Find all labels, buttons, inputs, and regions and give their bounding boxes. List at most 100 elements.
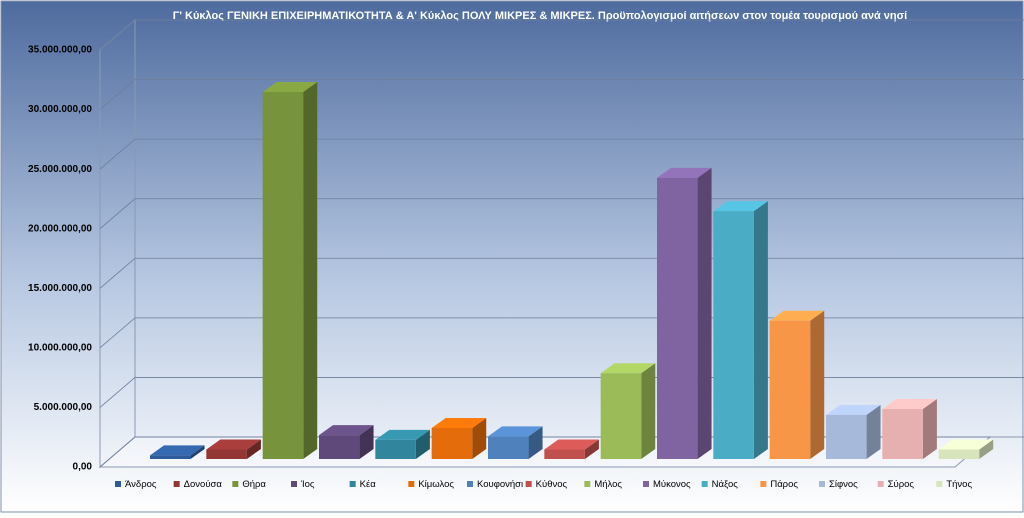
- grid-line: [99, 138, 1024, 170]
- bar-face: [528, 426, 543, 459]
- legend-swatch: [115, 481, 121, 487]
- bar-face: [826, 414, 867, 459]
- y-tick-label: 10.000.000,00: [28, 342, 92, 353]
- bar-face: [866, 404, 881, 459]
- y-tick-label: 5.000.000,00: [34, 402, 93, 413]
- legend-swatch: [349, 481, 356, 487]
- bar-face: [319, 435, 360, 459]
- legend-label: Κίμωλος: [418, 479, 454, 490]
- grid-line: [99, 198, 1024, 230]
- bar-face: [246, 439, 261, 459]
- legend-swatch: [408, 481, 415, 487]
- bar-face: [431, 418, 487, 429]
- bar-face: [206, 449, 247, 459]
- legend-label: Κέα: [360, 479, 377, 490]
- bar-face: [359, 425, 374, 459]
- bar-face: [713, 211, 754, 459]
- grid-line: [99, 19, 1024, 51]
- bar: [319, 425, 374, 459]
- bar: [713, 201, 768, 459]
- bar-face: [262, 82, 318, 93]
- bar: [938, 439, 994, 459]
- legend-swatch: [584, 481, 591, 487]
- bar-face: [415, 429, 430, 459]
- legend-swatch: [525, 481, 532, 487]
- bar-face: [713, 201, 768, 212]
- legend-label: Μήλος: [594, 479, 622, 490]
- bar: [431, 418, 487, 459]
- bar-face: [303, 82, 318, 459]
- legend-label: Θήρα: [242, 479, 266, 490]
- legend-label: Σύρος: [888, 479, 915, 490]
- legend-label: Άνδρος: [125, 479, 157, 490]
- bar-face: [544, 449, 585, 459]
- bar: [769, 310, 825, 459]
- bar-face: [810, 310, 825, 459]
- bar-face: [641, 363, 656, 459]
- bar-face: [584, 439, 599, 459]
- bar-face: [431, 428, 473, 459]
- y-tick-label: 25.000.000,00: [28, 164, 92, 175]
- bar-face: [697, 167, 712, 459]
- bar-face: [600, 373, 642, 459]
- legend-swatch: [291, 481, 297, 487]
- bar-face: [882, 408, 923, 459]
- y-tick-label: 35.000.000,00: [28, 45, 92, 56]
- legend-label: Κύθνος: [536, 479, 568, 490]
- bar-face: [882, 398, 937, 409]
- bar-face: [753, 201, 768, 459]
- y-tick-label: 15.000.000,00: [28, 283, 92, 294]
- bar: [600, 363, 656, 459]
- legend-swatch: [819, 481, 825, 487]
- legend-label: Τήνος: [946, 479, 972, 490]
- bar-face: [472, 418, 487, 459]
- chart-title: Γ' Κύκλος ΓΕΝΙΚΗ ΕΠΙΧΕΙΡΗΜΑΤΙΚΟΤΗΤΑ & Α'…: [173, 10, 907, 22]
- legend-swatch: [877, 481, 884, 487]
- bar: [544, 439, 599, 459]
- bar-face: [150, 445, 205, 456]
- bar-face: [544, 439, 599, 450]
- bar: [150, 445, 205, 459]
- legend-swatch: [467, 481, 473, 487]
- bar-face: [769, 310, 825, 321]
- bar-face: [769, 320, 811, 459]
- bar-face: [206, 439, 261, 450]
- legend-swatch: [701, 481, 708, 487]
- bar-face: [375, 439, 416, 459]
- bar: [882, 398, 937, 459]
- bar-face: [262, 92, 304, 459]
- bar: [375, 429, 430, 459]
- legend-swatch: [936, 481, 943, 487]
- bar-face: [938, 449, 980, 459]
- bar-face: [375, 429, 430, 440]
- bar-face: [657, 177, 698, 459]
- legend-label: Δονούσα: [184, 479, 223, 490]
- bar-face: [319, 425, 374, 436]
- grid-line: [99, 79, 1024, 110]
- legend-swatch: [643, 481, 649, 487]
- bar: [488, 426, 543, 459]
- bar: [657, 167, 712, 459]
- bar-face: [826, 404, 881, 415]
- bar: [206, 439, 261, 459]
- bar-face: [922, 398, 937, 459]
- y-tick-label: 0,00: [73, 462, 93, 473]
- bar: [262, 82, 318, 459]
- bar-face: [488, 426, 543, 437]
- bar-face: [600, 363, 656, 374]
- bar: [826, 404, 881, 459]
- legend-label: Πάρος: [770, 479, 798, 490]
- legend-label: Κουφονήσι: [477, 479, 523, 490]
- bar-face: [938, 439, 994, 450]
- legend-label: Ίος: [300, 479, 315, 490]
- legend-label: Σίφνος: [829, 479, 858, 490]
- legend-swatch: [173, 481, 180, 487]
- bar-face: [979, 439, 994, 459]
- bar-face: [488, 436, 529, 459]
- legend-swatch: [760, 481, 767, 487]
- y-tick-label: 30.000.000,00: [28, 104, 92, 115]
- legend-label: Μύκονος: [653, 479, 691, 490]
- bar-face: [150, 455, 191, 459]
- legend-swatch: [232, 481, 239, 487]
